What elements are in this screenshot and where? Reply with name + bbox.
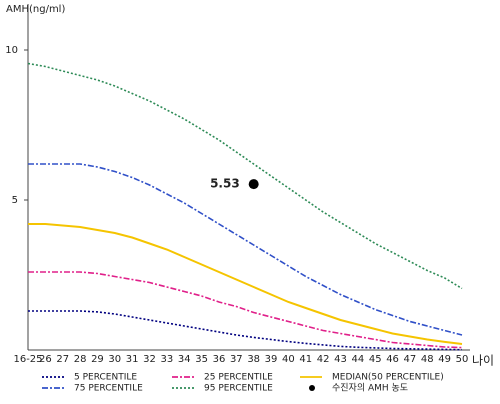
x-tick-label: 35 — [195, 354, 208, 365]
x-axis-label: 나이 — [472, 354, 494, 368]
series-line — [28, 223, 463, 345]
x-tick-label: 31 — [126, 354, 139, 365]
series-line — [27, 62, 463, 290]
x-tick-label: 48 — [421, 354, 434, 365]
legend-label: 95 PERCENTILE — [204, 384, 273, 394]
x-tick-label: 28 — [74, 354, 87, 365]
x-tick-label: 38 — [247, 354, 260, 365]
x-tick-label: 45 — [369, 354, 382, 365]
x-tick-label: 26 — [39, 354, 52, 365]
legend-label: 75 PERCENTILE — [74, 384, 143, 394]
x-tick-label: 39 — [265, 354, 278, 365]
x-tick-label: 34 — [178, 354, 191, 365]
legend-label: 25 PERCENTILE — [204, 373, 273, 383]
legend-label: 5 PERCENTILE — [74, 373, 137, 383]
x-tick-label: 49 — [438, 354, 451, 365]
x-tick-label: 43 — [334, 354, 347, 365]
legend-label: 수진자의 AMH 농도 — [332, 383, 408, 394]
x-tick-label: 36 — [213, 354, 226, 365]
series-line — [28, 310, 463, 351]
x-tick-label: 37 — [230, 354, 243, 365]
y-axis-label: AMH(ng/ml) — [6, 4, 65, 15]
y-tick-label: 5 — [12, 195, 18, 206]
x-tick-label: 50 — [456, 354, 469, 365]
series-line — [28, 271, 463, 349]
legend-swatch — [309, 385, 315, 391]
x-tick-label: 46 — [386, 354, 399, 365]
x-tick-label: 32 — [143, 354, 156, 365]
x-tick-label: 33 — [161, 354, 174, 365]
x-tick-label: 27 — [56, 354, 69, 365]
x-tick-label: 41 — [299, 354, 312, 365]
y-tick-label: 10 — [5, 45, 18, 56]
x-tick-label: 16-25 — [13, 354, 42, 365]
x-tick-label: 40 — [282, 354, 295, 365]
series-line — [28, 163, 463, 336]
x-tick-label: 29 — [91, 354, 104, 365]
legend-label: MEDIAN(50 PERCENTILE) — [332, 373, 444, 383]
data-point — [248, 179, 259, 190]
x-tick-label: 30 — [108, 354, 121, 365]
data-label: 5.53 — [210, 177, 240, 191]
x-tick-label: 47 — [404, 354, 417, 365]
x-tick-label: 44 — [351, 354, 364, 365]
x-tick-label: 42 — [317, 354, 330, 365]
